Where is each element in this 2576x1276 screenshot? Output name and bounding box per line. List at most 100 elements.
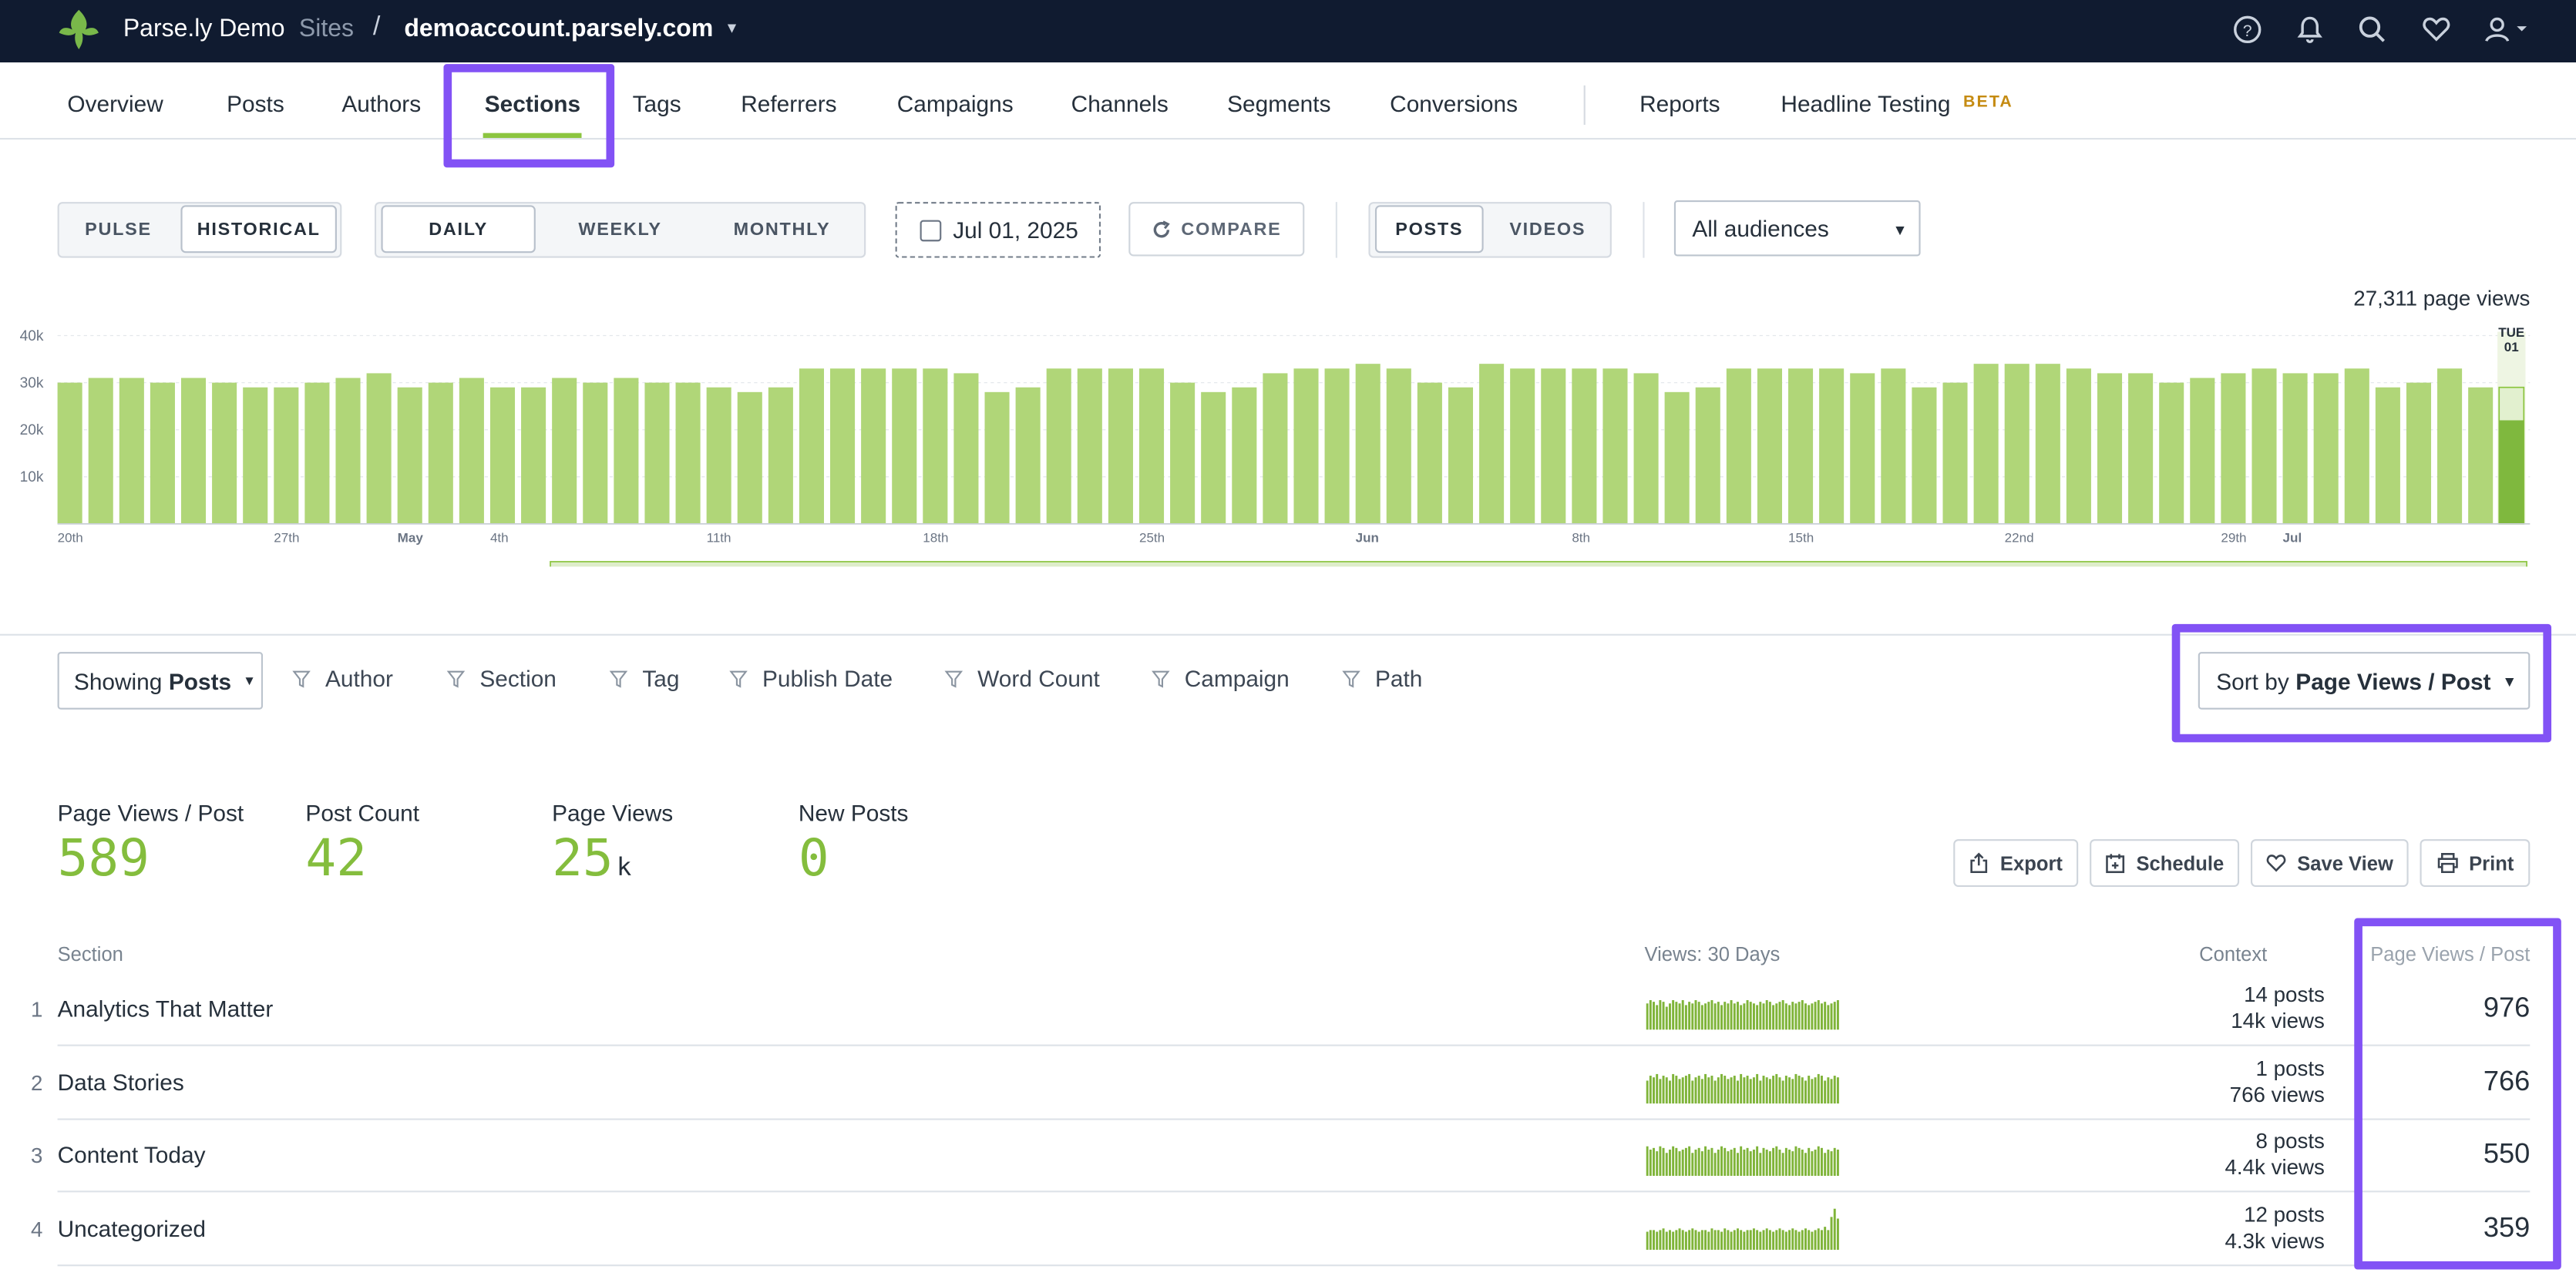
sparkline-bar <box>1723 1076 1727 1104</box>
sparkline-bar <box>1762 1076 1765 1104</box>
nav-tags[interactable]: Tags <box>632 90 681 117</box>
weekly-button[interactable]: WEEKLY <box>578 220 662 240</box>
chart-bar <box>768 387 793 524</box>
x-tick-label: May <box>398 530 424 545</box>
row-section-name[interactable]: Uncategorized <box>57 1215 207 1242</box>
x-tick-label: 18th <box>923 530 948 545</box>
sparkline-bar <box>1700 1079 1703 1104</box>
sparkline-bar <box>1691 1080 1694 1104</box>
sparkline-bar <box>1830 1079 1833 1104</box>
sparkline-bar <box>1820 1147 1823 1177</box>
sparkline-bar <box>1710 1147 1713 1177</box>
parsely-leaf-logo[interactable] <box>55 7 102 53</box>
nav-sections[interactable]: Sections <box>484 90 581 117</box>
chart-bar <box>459 378 484 524</box>
sparkline-bar <box>1668 1080 1671 1104</box>
table-row[interactable]: 2 Data Stories 1 posts 766 views 766 <box>0 1046 2576 1120</box>
nav-campaigns[interactable]: Campaigns <box>896 90 1014 117</box>
sort-select[interactable]: Sort by Page Views / Post ▼ <box>2198 652 2531 710</box>
nav-divider <box>1583 85 1586 125</box>
sparkline-bar <box>1672 1073 1675 1104</box>
table-row[interactable]: 4 Uncategorized 12 posts 4.3k views 359 <box>0 1192 2576 1267</box>
table-row[interactable]: 1 Analytics That Matter 14 posts 14k view… <box>0 972 2576 1046</box>
chart-bar <box>2282 373 2308 524</box>
chart-bar <box>1973 364 1999 524</box>
filter-author[interactable]: Author <box>292 665 393 691</box>
bell-icon[interactable] <box>2293 13 2326 46</box>
filter-campaign[interactable]: Campaign <box>1152 665 1290 691</box>
sparkline-bar <box>1788 1005 1791 1030</box>
audience-select[interactable]: All audiences ▼ <box>1673 200 1921 257</box>
schedule-label: Schedule <box>2136 851 2225 875</box>
export-button[interactable]: Export <box>1953 839 2079 887</box>
nav-segments[interactable]: Segments <box>1227 90 1331 117</box>
nav-channels[interactable]: Channels <box>1071 90 1169 117</box>
daily-button[interactable]: DAILY <box>381 205 536 254</box>
sparkline-bar <box>1743 1149 1746 1177</box>
x-tick-label: 20th <box>58 530 83 545</box>
compare-button[interactable]: COMPARE <box>1128 202 1305 257</box>
sparkline-bar <box>1797 1076 1801 1104</box>
x-tick-label: Jul <box>2283 530 2302 545</box>
row-section-name[interactable]: Data Stories <box>57 1069 184 1096</box>
chart-bar <box>1664 391 1690 524</box>
heart-icon <box>2267 855 2286 872</box>
sparkline-bar <box>1808 1005 1811 1030</box>
sparkline-bar <box>1759 1231 1762 1250</box>
monthly-button[interactable]: MONTHLY <box>733 220 831 240</box>
nav-referrers[interactable]: Referrers <box>741 90 837 117</box>
chart-bar <box>1138 368 1165 524</box>
date-picker[interactable]: Jul 01, 2025 <box>895 202 1101 258</box>
brand-name[interactable]: Parse.ly Demo <box>123 15 285 43</box>
row-page-views-per-post: 550 <box>2483 1138 2531 1170</box>
sparkline-bar <box>1681 1230 1684 1250</box>
filter-tag[interactable]: Tag <box>609 665 679 691</box>
nav-overview[interactable]: Overview <box>67 90 163 117</box>
column-header-page-views-per-post[interactable]: Page Views / Post <box>2370 942 2531 966</box>
sparkline-bar <box>1697 1231 1700 1250</box>
videos-button[interactable]: VIDEOS <box>1509 220 1586 240</box>
filter-path[interactable]: Path <box>1342 665 1422 691</box>
sparkline-bar <box>1672 1146 1675 1177</box>
sparkline-bar <box>1746 1000 1749 1030</box>
sparkline-bar <box>1759 1002 1762 1030</box>
user-icon[interactable] <box>2483 13 2532 46</box>
y-tick-label: 40k <box>20 328 44 344</box>
chart-bar <box>2251 368 2277 524</box>
historical-button[interactable]: HISTORICAL <box>180 205 337 254</box>
search-icon[interactable] <box>2356 13 2389 46</box>
site-domain[interactable]: demoaccount.parsely.com <box>404 15 714 43</box>
nav-authors[interactable]: Authors <box>341 90 422 117</box>
sites-link[interactable]: Sites <box>298 15 355 43</box>
schedule-button[interactable]: Schedule <box>2090 839 2240 887</box>
posts-button[interactable]: POSTS <box>1374 205 1484 254</box>
table-row[interactable]: 3 Content Today 8 posts 4.4k views 550 <box>0 1118 2576 1193</box>
showing-select[interactable]: Showing Posts ▼ <box>57 652 264 710</box>
nav-reports[interactable]: Reports <box>1639 90 1720 117</box>
sparkline-bar <box>1720 1073 1723 1104</box>
filter-publish-date[interactable]: Publish Date <box>729 665 893 691</box>
heart-icon[interactable] <box>2420 13 2453 46</box>
nav-headline-testing[interactable]: Headline Testing <box>1781 90 1951 117</box>
chart-bar <box>892 368 917 524</box>
filter-word-count[interactable]: Word Count <box>944 665 1100 691</box>
sparkline-bar <box>1737 1002 1739 1030</box>
column-header-section[interactable]: Section <box>57 942 123 966</box>
row-posts-count: 14 posts <box>2244 982 2325 1007</box>
nav-posts[interactable]: Posts <box>227 90 284 117</box>
sparkline-bar <box>1659 1079 1662 1104</box>
print-button[interactable]: Print <box>2420 839 2531 887</box>
help-icon[interactable]: ? <box>2231 13 2264 46</box>
sparkline-bar <box>1827 1077 1830 1104</box>
domain-dropdown-icon[interactable]: ▼ <box>724 19 739 36</box>
chart-bar <box>428 382 453 524</box>
save-view-button[interactable]: Save View <box>2250 839 2409 887</box>
page-views-total: 27,311 page views <box>2353 285 2531 311</box>
pulse-button[interactable]: PULSE <box>85 220 152 240</box>
row-section-name[interactable]: Content Today <box>57 1141 206 1168</box>
filter-section[interactable]: Section <box>446 665 557 691</box>
calendar-plus-icon <box>2106 854 2125 874</box>
row-section-name[interactable]: Analytics That Matter <box>57 995 274 1022</box>
nav-conversions[interactable]: Conversions <box>1390 90 1518 117</box>
